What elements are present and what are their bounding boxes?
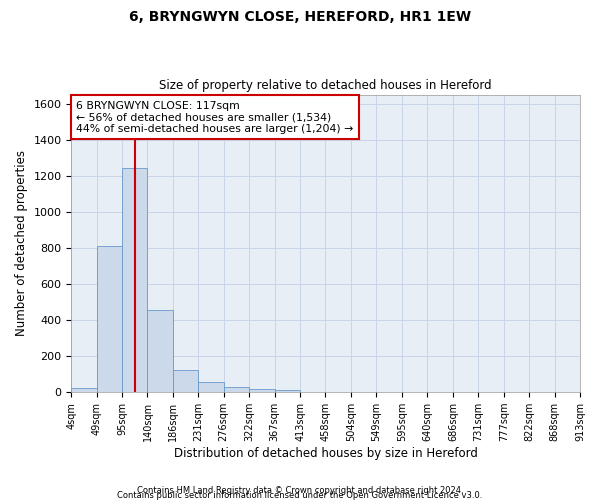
- Bar: [173, 370, 199, 392]
- Bar: [275, 390, 300, 392]
- X-axis label: Distribution of detached houses by size in Hereford: Distribution of detached houses by size …: [174, 447, 478, 460]
- Text: Contains HM Land Registry data © Crown copyright and database right 2024.: Contains HM Land Registry data © Crown c…: [137, 486, 463, 495]
- Bar: [148, 310, 173, 392]
- Bar: [224, 387, 250, 392]
- Text: 6, BRYNGWYN CLOSE, HEREFORD, HR1 1EW: 6, BRYNGWYN CLOSE, HEREFORD, HR1 1EW: [129, 10, 471, 24]
- Text: Contains public sector information licensed under the Open Government Licence v3: Contains public sector information licen…: [118, 491, 482, 500]
- Text: 6 BRYNGWYN CLOSE: 117sqm
← 56% of detached houses are smaller (1,534)
44% of sem: 6 BRYNGWYN CLOSE: 117sqm ← 56% of detach…: [76, 100, 354, 134]
- Bar: [250, 389, 275, 392]
- Y-axis label: Number of detached properties: Number of detached properties: [15, 150, 28, 336]
- Bar: [71, 388, 97, 392]
- Bar: [199, 382, 224, 392]
- Bar: [97, 246, 122, 392]
- Bar: [122, 168, 148, 392]
- Title: Size of property relative to detached houses in Hereford: Size of property relative to detached ho…: [160, 79, 492, 92]
